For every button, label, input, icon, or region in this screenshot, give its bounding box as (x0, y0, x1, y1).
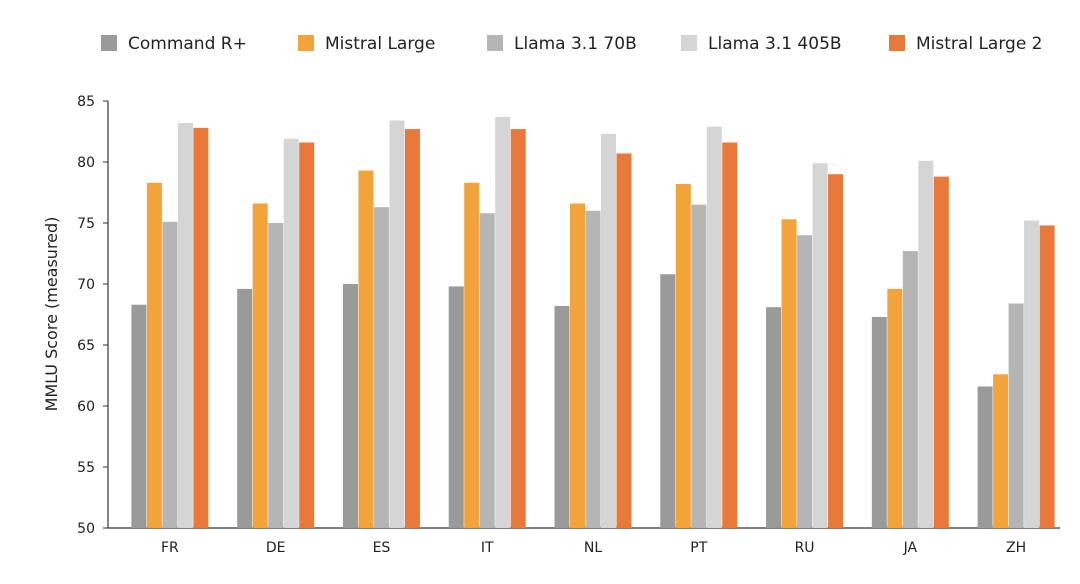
legend-swatch (487, 35, 503, 51)
bar-llama-3-1-70b-fr (162, 221, 178, 528)
legend-label: Command R+ (128, 34, 247, 54)
legend-label: Llama 3.1 405B (708, 34, 842, 54)
bar-mistral-large-nl (570, 203, 585, 529)
category-group-it (448, 116, 526, 529)
category-group-es (342, 120, 420, 529)
bar-command-r--nl (554, 305, 570, 528)
x-tick-label: FR (161, 540, 179, 556)
bar-mistral-large-2-es (404, 129, 420, 528)
y-tick-label: 85 (77, 94, 95, 110)
bar-mistral-large-zh (993, 374, 1009, 528)
bar-mistral-large-ja (887, 288, 903, 528)
bar-mistral-large-2-ja (933, 176, 949, 528)
category-group-zh (977, 220, 1055, 528)
legend-item-command-r-: Command R+ (101, 34, 247, 54)
legend-label: Mistral Large (325, 34, 435, 54)
y-axis: 50 55 60 65 70 75 80 85 (77, 94, 109, 537)
bar-command-r--ja (871, 316, 887, 528)
legend-item-mistral-large-2: Mistral Large 2 (889, 34, 1043, 54)
legend-swatch (681, 35, 697, 51)
bar-mistral-large-2-fr (193, 127, 209, 528)
y-tick-label: 80 (77, 155, 95, 171)
bar-command-r--es (342, 284, 358, 528)
bar-command-r--it (448, 286, 464, 528)
category-group-ja (871, 160, 949, 528)
y-tick-label: 75 (77, 216, 95, 232)
bar-llama-3-1-405b-fr (177, 122, 193, 529)
category-group-pt (660, 126, 738, 529)
legend-swatch (889, 35, 905, 51)
bar-llama-3-1-70b-ja (902, 251, 918, 528)
category-group-fr (131, 122, 209, 529)
legend-item-llama-3-1-405b: Llama 3.1 405B (681, 34, 842, 54)
bar-llama-3-1-405b-pt (706, 126, 722, 529)
x-axis: FR DE ES IT NL PT RU JA ZH (108, 527, 1060, 556)
x-tick-label: PT (690, 540, 707, 556)
bar-mistral-large-pt (675, 183, 691, 528)
category-group-de (237, 138, 315, 529)
bar-mistral-large-2-pt (722, 142, 738, 529)
x-tick-label: DE (266, 540, 286, 556)
bar-command-r--zh (977, 386, 993, 528)
y-tick-label: 65 (77, 338, 95, 354)
y-tick-label: 55 (77, 460, 95, 476)
bar-mistral-large-it (464, 182, 480, 529)
bar-llama-3-1-70b-es (373, 207, 389, 528)
bar-llama-3-1-405b-es (389, 120, 405, 529)
x-tick-label: RU (795, 540, 815, 556)
bar-llama-3-1-70b-ru (797, 235, 813, 528)
x-tick-label: IT (481, 540, 494, 556)
bar-llama-3-1-405b-nl (601, 133, 616, 528)
legend: Command R+ Mistral Large Llama 3.1 70B Llam… (101, 34, 1043, 54)
bar-command-r--pt (660, 274, 676, 528)
legend-item-llama-3-1-70b: Llama 3.1 70B (487, 34, 637, 54)
y-tick-label: 50 (77, 521, 95, 537)
bar-mistral-large-es (358, 170, 374, 529)
x-tick-label: JA (903, 540, 918, 556)
legend-swatch (298, 35, 314, 51)
bar-mistral-large-2-de (299, 142, 315, 529)
bar-mistral-large-ru (781, 219, 797, 528)
y-tick-label: 70 (77, 277, 95, 293)
x-tick-label: ZH (1006, 540, 1026, 556)
bar-llama-3-1-405b-it (495, 116, 511, 529)
category-group-nl (554, 133, 632, 529)
bar-llama-3-1-405b-de (283, 138, 299, 528)
x-tick-label: NL (584, 540, 602, 556)
legend-swatch (101, 35, 117, 51)
legend-label: Llama 3.1 70B (514, 34, 637, 54)
legend-item-mistral-large: Mistral Large (298, 34, 435, 54)
bar-llama-3-1-70b-nl (585, 210, 601, 529)
y-tick-label: 60 (77, 399, 95, 415)
bar-mistral-large-2-it (510, 129, 526, 528)
bar-llama-3-1-70b-it (479, 213, 495, 529)
bar-llama-3-1-70b-pt (691, 204, 707, 528)
bar-mistral-large-2-zh (1039, 225, 1055, 528)
bar-mistral-large-de (252, 203, 268, 529)
legend-label: Mistral Large 2 (916, 34, 1043, 54)
category-group-ru (766, 163, 844, 528)
bar-mistral-large-fr (146, 182, 162, 529)
y-axis-title: MMLU Score (measured) (42, 217, 61, 412)
bars (131, 116, 1055, 529)
bar-mistral-large-2-nl (616, 153, 632, 528)
x-tick-label: ES (373, 540, 391, 556)
bar-command-r--ru (766, 307, 782, 528)
bar-llama-3-1-405b-ru (812, 163, 828, 528)
bar-mistral-large-2-ru (828, 174, 844, 528)
bar-command-r--de (237, 288, 253, 528)
bar-llama-3-1-405b-zh (1024, 220, 1040, 528)
bar-llama-3-1-70b-de (268, 223, 284, 528)
bar-llama-3-1-70b-zh (1008, 303, 1024, 528)
bar-command-r--fr (131, 304, 147, 528)
bar-llama-3-1-405b-ja (918, 160, 934, 528)
